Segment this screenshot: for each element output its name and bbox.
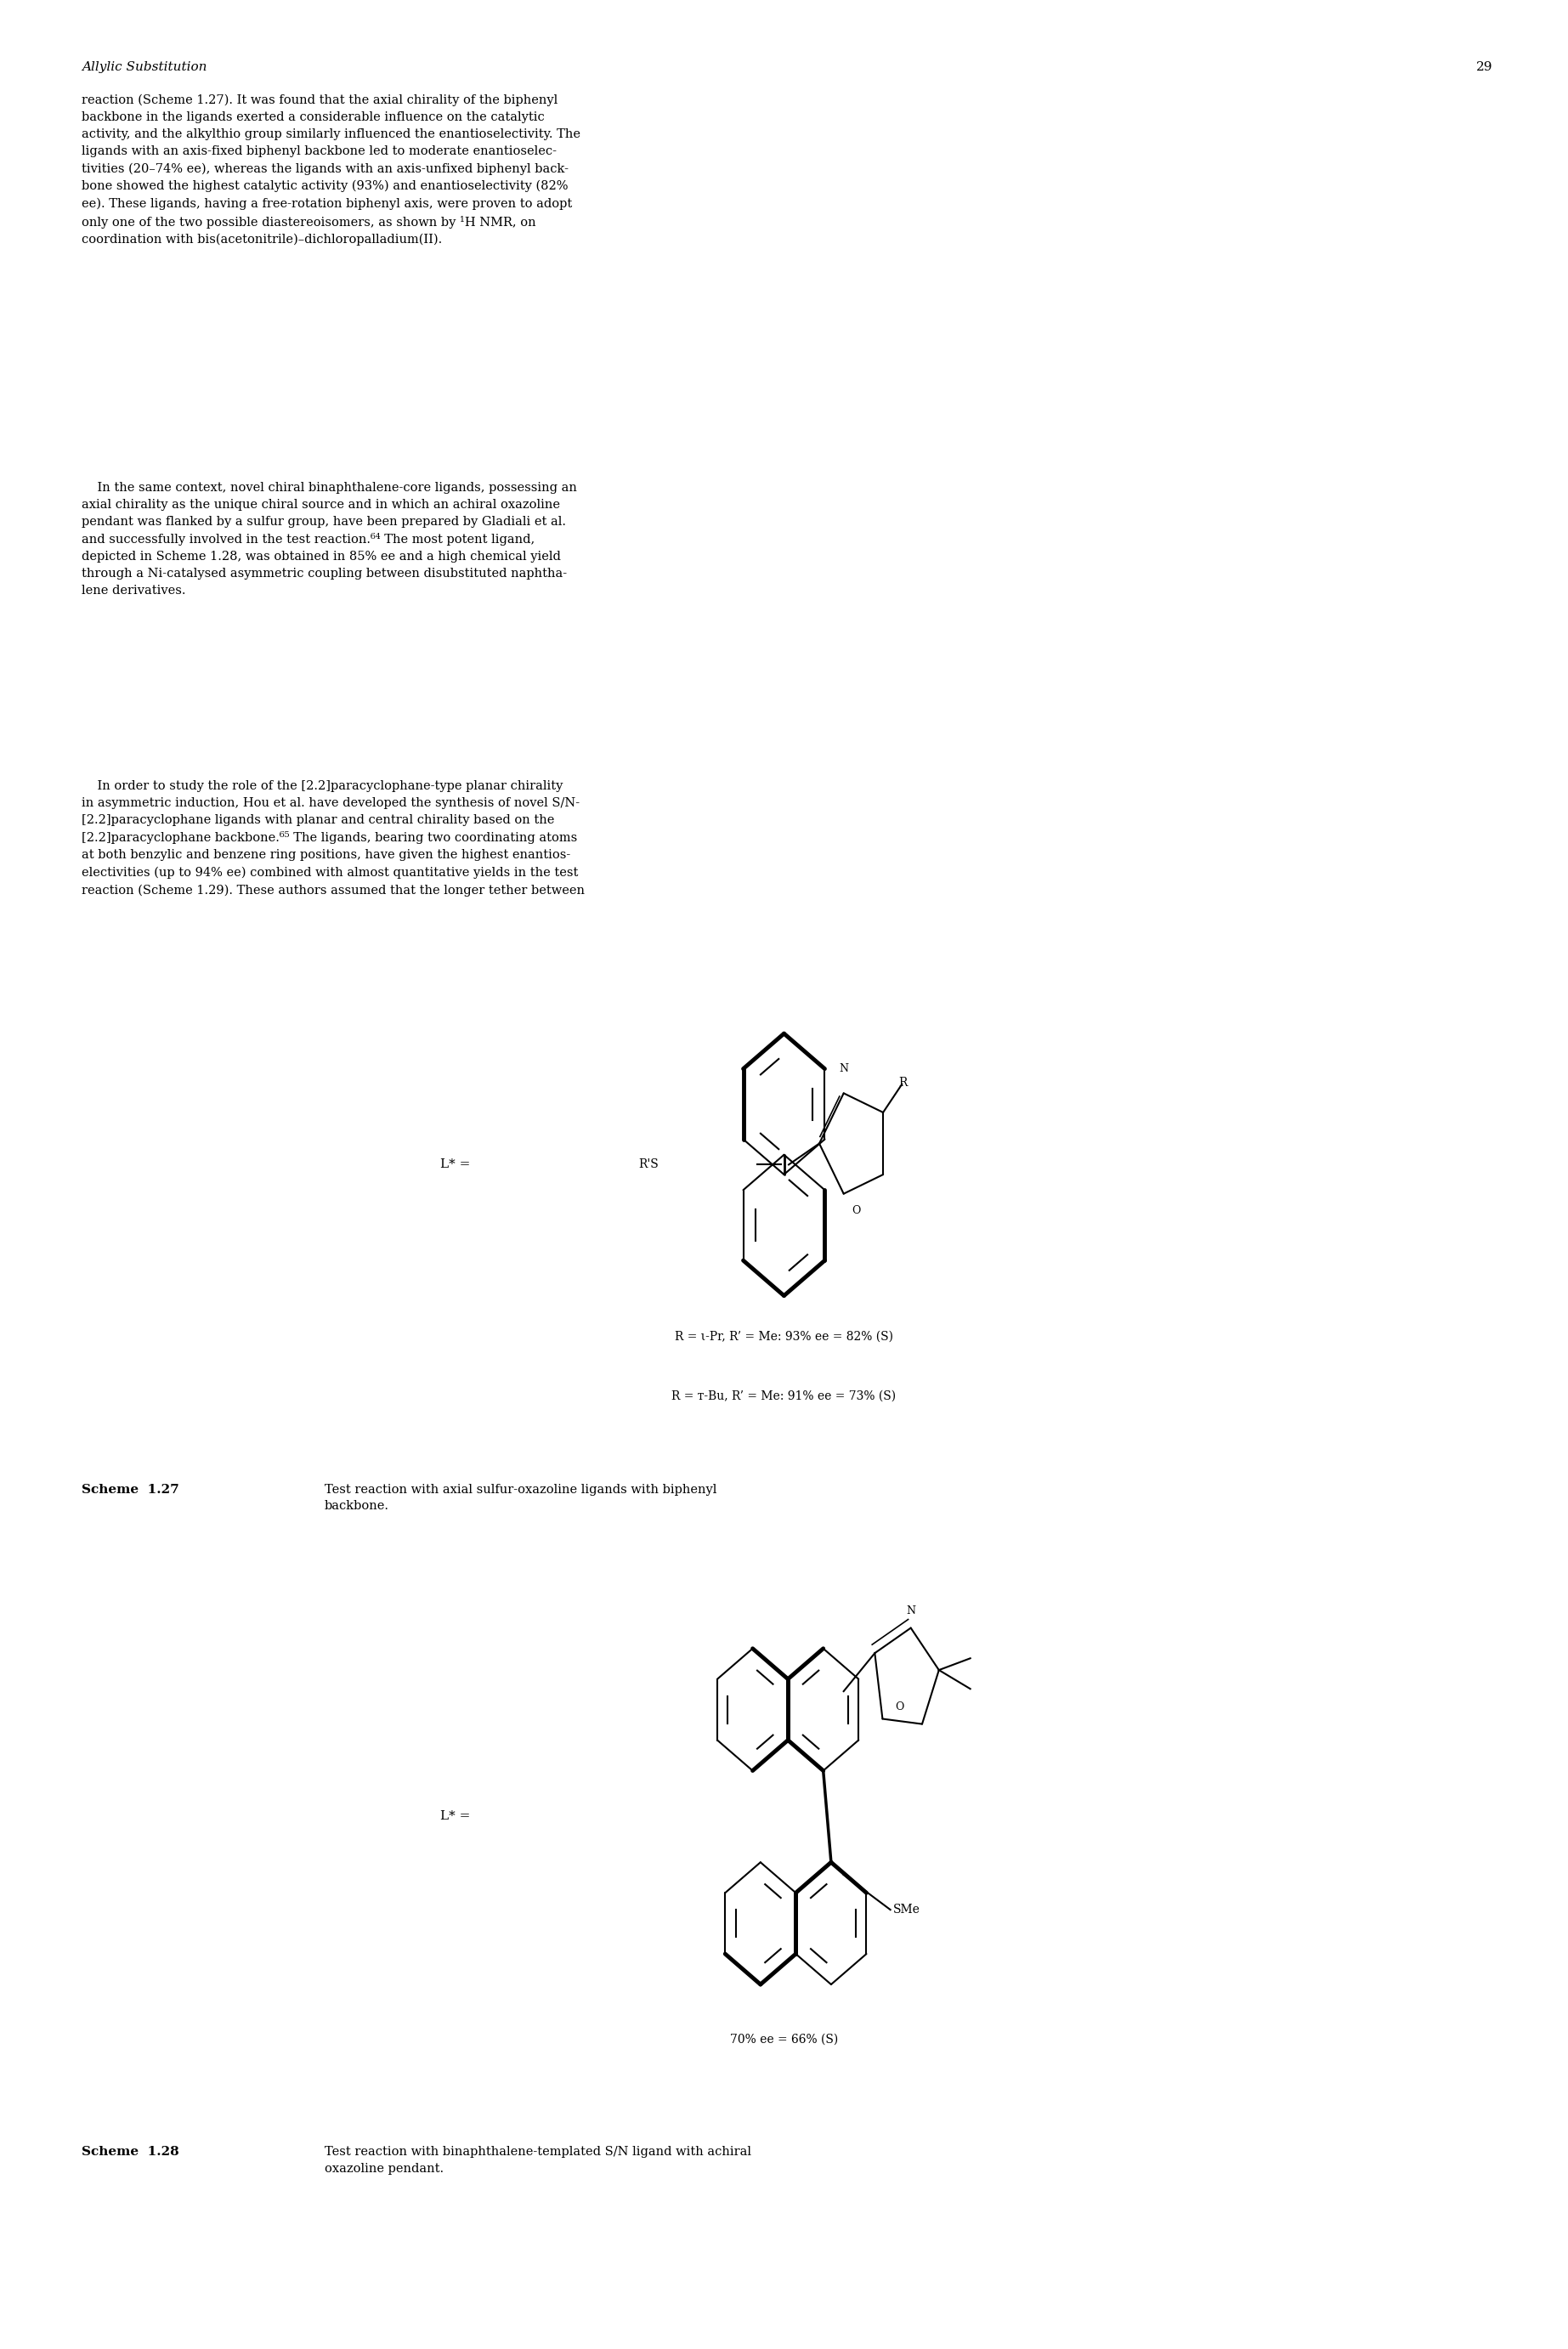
Text: 70% ee = 66% (S): 70% ee = 66% (S) bbox=[731, 2034, 837, 2046]
Text: SMe: SMe bbox=[894, 1903, 920, 1917]
Text: Scheme  1.27: Scheme 1.27 bbox=[82, 1485, 179, 1496]
Text: O: O bbox=[895, 1701, 903, 1712]
Text: In the same context, novel chiral binaphthalene-core ligands, possessing an
axia: In the same context, novel chiral binaph… bbox=[82, 482, 577, 597]
Text: reaction (Scheme 1.27). It was found that the axial chirality of the biphenyl
ba: reaction (Scheme 1.27). It was found tha… bbox=[82, 94, 580, 247]
Text: Test reaction with binaphthalene-templated S/N ligand with achiral
oxazoline pen: Test reaction with binaphthalene-templat… bbox=[325, 2147, 751, 2175]
Text: Test reaction with axial sulfur-oxazoline ligands with biphenyl
backbone.: Test reaction with axial sulfur-oxazolin… bbox=[325, 1485, 717, 1513]
Text: N: N bbox=[906, 1604, 916, 1616]
Text: R = ᴛ-Bu, R’ = Me: 91% ee = 73% (S): R = ᴛ-Bu, R’ = Me: 91% ee = 73% (S) bbox=[671, 1391, 897, 1402]
Text: 29: 29 bbox=[1475, 61, 1493, 73]
Text: L* =: L* = bbox=[441, 1158, 470, 1170]
Text: R: R bbox=[898, 1078, 908, 1090]
Text: R = ι-Pr, R’ = Me: 93% ee = 82% (S): R = ι-Pr, R’ = Me: 93% ee = 82% (S) bbox=[674, 1332, 894, 1344]
Text: O: O bbox=[851, 1205, 861, 1217]
Text: R'S: R'S bbox=[638, 1158, 659, 1170]
Text: Scheme  1.28: Scheme 1.28 bbox=[82, 2147, 179, 2159]
Text: In order to study the role of the [2.2]paracyclophane-type planar chirality
in a: In order to study the role of the [2.2]p… bbox=[82, 780, 585, 897]
Text: N: N bbox=[839, 1064, 848, 1073]
Text: L* =: L* = bbox=[441, 1811, 470, 1823]
Text: Allylic Substitution: Allylic Substitution bbox=[82, 61, 207, 73]
